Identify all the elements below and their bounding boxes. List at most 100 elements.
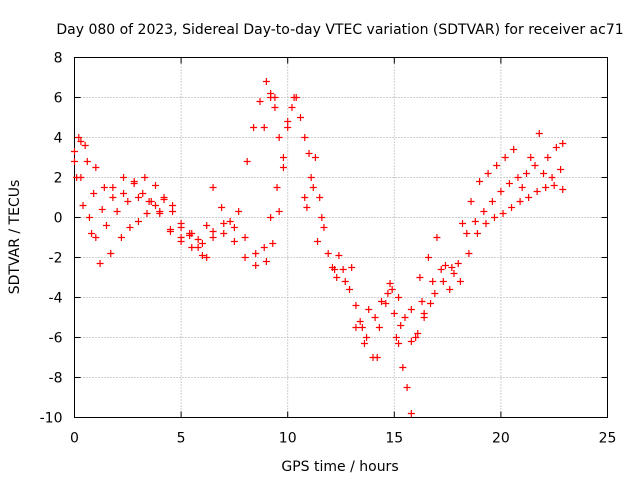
data-point [81, 142, 89, 149]
data-point [267, 94, 275, 101]
series-scatter-points [301, 150, 435, 361]
series-track-5 [260, 94, 309, 171]
y-tick-label: 8 [54, 51, 63, 67]
data-point [518, 184, 526, 191]
data-point [267, 214, 275, 221]
data-point [309, 184, 317, 191]
data-point [384, 290, 392, 297]
data-point [527, 154, 535, 161]
data-point [141, 174, 149, 181]
data-point [386, 280, 394, 287]
data-point [450, 270, 458, 277]
data-point [279, 154, 287, 161]
data-point [218, 204, 226, 211]
data-point [516, 198, 524, 205]
data-point [499, 210, 507, 217]
data-point [557, 166, 565, 173]
data-point [198, 252, 206, 259]
data-point [544, 154, 552, 161]
data-point [471, 218, 479, 225]
x-tick-label: 25 [599, 431, 617, 447]
data-point [341, 278, 349, 285]
data-point [491, 214, 499, 221]
data-point [109, 184, 117, 191]
data-point [177, 234, 185, 241]
data-point [307, 174, 315, 181]
data-point [124, 198, 132, 205]
data-point [139, 190, 147, 197]
data-point [209, 184, 217, 191]
data-point [363, 334, 371, 341]
data-point [100, 184, 108, 191]
data-point [448, 264, 456, 271]
data-point [134, 194, 142, 201]
data-point [314, 238, 322, 245]
y-axis-label: SDTVAR / TECUs [7, 180, 23, 295]
data-point [188, 244, 196, 251]
data-point [375, 324, 383, 331]
data-point [271, 104, 279, 111]
data-point [296, 114, 304, 121]
data-point [109, 194, 117, 201]
data-point [71, 158, 78, 165]
data-point [488, 198, 496, 205]
series-track-10 [431, 182, 567, 297]
x-axis-label: GPS time / hours [281, 459, 398, 475]
data-point [152, 202, 160, 209]
data-point [107, 250, 115, 257]
data-point [352, 302, 360, 309]
data-point [273, 184, 281, 191]
data-point [275, 208, 283, 215]
series-track-6 [303, 154, 415, 417]
data-point [401, 314, 409, 321]
data-point [96, 260, 104, 267]
data-point [243, 158, 251, 165]
data-point [88, 230, 96, 237]
data-point [441, 262, 449, 269]
series-track-1 [71, 94, 298, 269]
data-point [209, 228, 217, 235]
data-point [198, 240, 206, 247]
y-tick-label: 2 [54, 171, 63, 187]
y-tick-label: -10 [40, 411, 63, 427]
data-point [433, 234, 441, 241]
data-point [288, 104, 296, 111]
x-tick-label: 10 [279, 431, 297, 447]
data-point [429, 278, 437, 285]
data-point [230, 224, 238, 231]
data-point [92, 234, 100, 241]
data-point [540, 170, 548, 177]
data-points [71, 78, 567, 417]
data-point [360, 340, 368, 347]
data-point [542, 184, 550, 191]
data-point [303, 204, 311, 211]
data-point [390, 310, 398, 317]
data-point [160, 196, 168, 203]
data-point [407, 410, 415, 417]
series-track-8 [407, 130, 567, 313]
data-point [531, 162, 539, 169]
data-point [446, 286, 454, 293]
data-point [439, 278, 447, 285]
data-point [403, 384, 411, 391]
chart-title: Day 080 of 2023, Sidereal Day-to-day VTE… [56, 22, 623, 38]
axis-ticks [74, 57, 608, 418]
tick-labels: 0 5 10 15 20 25 -10 -8 -6 -4 -2 0 2 4 6 8 [40, 51, 617, 447]
data-point [134, 218, 142, 225]
data-point [301, 194, 309, 201]
y-tick-label: 6 [54, 91, 63, 107]
data-point [535, 130, 543, 137]
grid [74, 57, 608, 418]
data-point [480, 208, 488, 215]
data-point [497, 188, 505, 195]
data-point [120, 190, 128, 197]
data-point [463, 230, 471, 237]
data-point [169, 202, 177, 209]
data-point [427, 300, 435, 307]
data-point [371, 314, 379, 321]
data-point [284, 124, 292, 131]
data-point [431, 290, 439, 297]
data-point [416, 274, 424, 281]
data-point [262, 258, 270, 265]
